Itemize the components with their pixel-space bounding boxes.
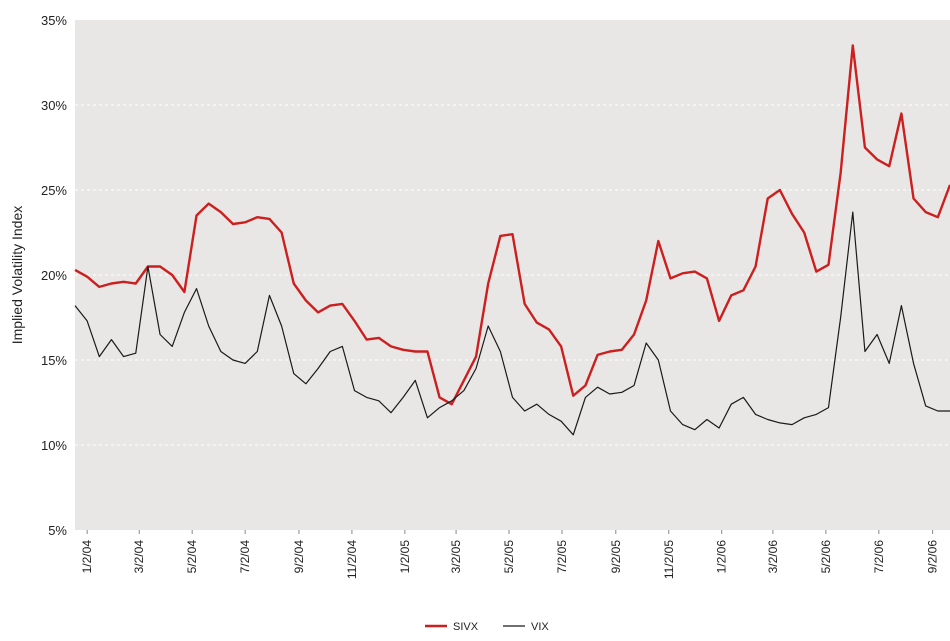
x-tick-label: 3/2/06 [766, 540, 780, 574]
x-tick-label: 1/2/06 [715, 540, 729, 574]
legend-label: VIX [531, 621, 549, 633]
x-tick-label: 1/2/04 [80, 540, 94, 574]
series-line [74, 211, 950, 436]
x-tick-label: 7/2/05 [555, 540, 569, 574]
x-tick-label: 5/2/04 [185, 540, 199, 574]
y-axis-label: Implied Volatility Index [9, 206, 25, 345]
y-tick-label: 15% [41, 353, 67, 368]
x-tick-label: 9/2/05 [609, 540, 623, 574]
x-tick-label: 5/2/05 [502, 540, 516, 574]
x-tick-label: 3/2/04 [132, 540, 146, 574]
x-tick-label: 9/2/06 [926, 540, 940, 574]
y-tick-label: 35% [41, 13, 67, 28]
x-tick-label: 7/2/04 [238, 540, 252, 574]
x-tick-label: 9/2/04 [292, 540, 306, 574]
x-tick-label: 1/2/05 [398, 540, 412, 574]
x-tick-label: 11/2/04 [345, 540, 359, 579]
y-tick-label: 25% [41, 183, 67, 198]
series-line [74, 44, 950, 406]
x-tick-label: 7/2/06 [872, 540, 886, 574]
y-tick-label: 20% [41, 268, 67, 283]
plot-background [75, 20, 950, 530]
x-tick-label: 5/2/06 [819, 540, 833, 574]
y-tick-label: 5% [48, 523, 67, 538]
y-tick-label: 30% [41, 98, 67, 113]
legend-label: SIVX [453, 621, 479, 633]
x-tick-label: 3/2/05 [449, 540, 463, 574]
x-tick-label: 11/2/05 [662, 540, 676, 579]
y-tick-label: 10% [41, 438, 67, 453]
